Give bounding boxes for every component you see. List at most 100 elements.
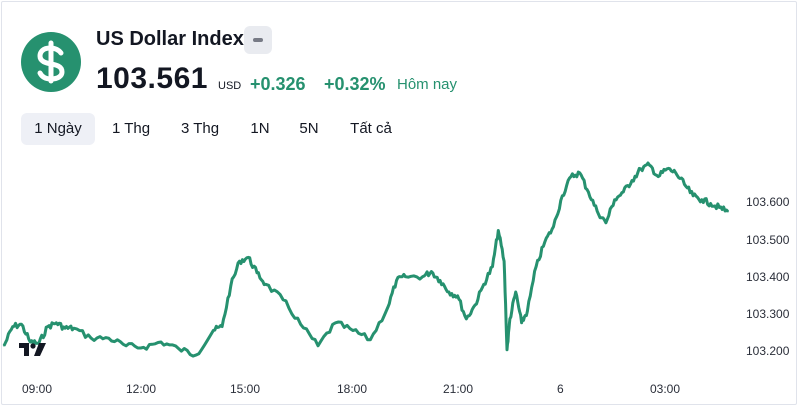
price-point	[727, 210, 729, 213]
x-tick-label: 6	[557, 382, 564, 396]
price-point	[238, 260, 241, 262]
price-point	[20, 323, 23, 326]
price-change: +0.326	[250, 74, 306, 94]
y-tick-label: 103.600	[746, 195, 790, 209]
price-point	[256, 272, 258, 274]
price-point	[395, 279, 398, 282]
price-point	[483, 283, 485, 286]
price-point	[282, 298, 284, 301]
x-tick-label: 18:00	[337, 382, 368, 396]
price-point	[46, 325, 49, 328]
y-tick-label: 103.400	[746, 270, 790, 284]
x-tick-label: 03:00	[650, 382, 681, 396]
period-label: Hôm nay	[397, 76, 458, 93]
tab-5-years[interactable]: 5N	[299, 120, 319, 137]
price-point	[317, 345, 319, 347]
price-point	[497, 229, 500, 232]
price-point	[491, 265, 494, 268]
price-point	[404, 275, 407, 278]
price-point	[73, 327, 75, 329]
price-point	[465, 318, 468, 320]
price-point	[622, 191, 625, 193]
price-point	[352, 329, 354, 332]
tab-all[interactable]: Tất cả	[350, 120, 392, 137]
current-price: 103.561	[96, 62, 208, 95]
price-point	[334, 322, 337, 324]
dollar-sign-icon	[21, 32, 81, 92]
price-point	[514, 291, 517, 293]
price-point	[299, 323, 302, 326]
price-point	[718, 206, 721, 209]
price-point	[421, 275, 424, 278]
y-tick-label: 103.300	[746, 307, 790, 321]
price-point	[631, 179, 633, 182]
price-point	[456, 295, 459, 297]
price-point	[142, 346, 145, 349]
price-point	[520, 322, 523, 324]
price-point	[503, 260, 505, 262]
y-tick-label: 103.500	[746, 233, 790, 247]
price-point	[544, 241, 546, 243]
x-tick-label: 15:00	[230, 382, 261, 396]
price-point	[666, 168, 668, 170]
price-point	[605, 222, 607, 224]
tab-1-day[interactable]: 1 Ngày	[21, 113, 95, 145]
price-point	[640, 168, 642, 170]
price-point	[212, 329, 215, 332]
x-tick-label: 21:00	[443, 382, 474, 396]
price-chart[interactable]	[0, 150, 800, 380]
price-point	[648, 164, 651, 166]
tab-3-months[interactable]: 3 Thg	[180, 120, 220, 137]
minus-icon[interactable]	[244, 26, 272, 54]
price-point	[11, 325, 14, 328]
price-point	[474, 304, 476, 306]
price-series-line	[2, 161, 730, 358]
tab-1-year[interactable]: 1N	[250, 120, 270, 137]
price-point	[55, 322, 58, 324]
price-change-percent: +0.32%	[324, 74, 386, 94]
price-point	[90, 337, 92, 339]
price-point	[692, 195, 694, 197]
price-point	[64, 327, 66, 329]
price-point	[506, 348, 508, 351]
price-point	[125, 345, 127, 347]
price-point	[587, 191, 590, 193]
price-point	[177, 347, 180, 350]
price-point	[369, 338, 372, 341]
currency-label: USD	[218, 80, 242, 92]
price-point	[526, 310, 529, 312]
price-point	[552, 225, 555, 228]
tradingview-logo-icon	[19, 343, 46, 356]
price-point	[509, 318, 511, 320]
price-point	[535, 265, 537, 268]
price-point	[387, 306, 389, 309]
price-point	[439, 279, 441, 282]
tab-1-month[interactable]: 1 Thg	[111, 120, 151, 137]
price-point	[195, 354, 197, 356]
instrument-title: US Dollar Index	[96, 28, 244, 50]
price-point	[160, 341, 162, 343]
price-point	[701, 198, 703, 201]
price-point	[448, 291, 450, 293]
price-point	[107, 337, 110, 339]
price-point	[596, 210, 598, 212]
price-point	[613, 198, 616, 201]
price-point	[230, 285, 232, 287]
price-point	[264, 283, 267, 286]
price-point	[674, 172, 677, 174]
price-point	[430, 270, 433, 273]
price-point	[657, 175, 659, 178]
x-tick-label: 09:00	[22, 382, 53, 396]
price-point	[247, 256, 249, 259]
price-point	[570, 175, 572, 178]
price-point	[29, 341, 32, 343]
price-point	[3, 345, 5, 347]
price-point	[561, 195, 564, 197]
price-point	[709, 202, 712, 205]
price-point	[683, 183, 686, 186]
price-point	[221, 325, 223, 328]
y-tick-label: 103.200	[746, 344, 790, 358]
price-point	[578, 172, 581, 174]
x-tick-label: 12:00	[126, 382, 157, 396]
